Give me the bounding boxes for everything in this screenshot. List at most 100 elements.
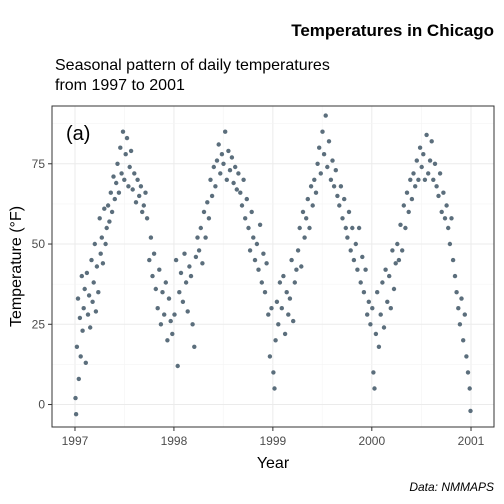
y-axis-ticks: 0 25 50 75: [32, 157, 52, 412]
data-point: [120, 129, 126, 134]
data-point: [274, 299, 280, 304]
data-point: [213, 184, 218, 189]
data-point: [109, 209, 115, 215]
data-point: [88, 325, 93, 330]
data-point: [170, 331, 175, 337]
data-point: [295, 248, 301, 253]
y-tick-label: 50: [32, 237, 46, 251]
data-point: [195, 235, 200, 240]
data-point: [376, 344, 382, 349]
data-point: [178, 270, 184, 276]
data-point: [99, 235, 105, 240]
data-point: [241, 177, 246, 182]
data-point: [223, 129, 228, 134]
data-point: [82, 286, 87, 292]
data-point: [168, 318, 173, 324]
data-point: [348, 248, 353, 253]
data-point: [266, 312, 271, 317]
chart-caption: Data: NMMAPS: [409, 480, 494, 494]
data-point: [375, 290, 380, 295]
x-tick-label: 1997: [62, 434, 89, 448]
data-point: [326, 139, 332, 144]
data-point: [409, 196, 415, 202]
data-point: [267, 354, 273, 359]
y-tick-label: 75: [32, 157, 46, 171]
data-point: [187, 264, 192, 269]
data-point: [115, 161, 120, 166]
data-point: [190, 322, 195, 327]
data-point: [313, 190, 319, 195]
data-point: [468, 408, 473, 414]
grid-layer: [52, 106, 494, 427]
data-point: [335, 193, 340, 199]
data-point: [337, 203, 342, 208]
data-point: [73, 395, 78, 401]
data-point: [345, 235, 350, 240]
data-point: [203, 235, 208, 240]
data-point: [157, 267, 162, 272]
data-point: [214, 158, 220, 163]
data-point: [244, 196, 249, 202]
data-point: [261, 251, 266, 256]
data-point: [102, 206, 107, 211]
data-point: [227, 168, 233, 173]
data-point: [206, 216, 212, 221]
data-point: [262, 290, 268, 295]
data-point: [320, 129, 325, 134]
data-point: [172, 312, 177, 317]
data-point: [92, 241, 98, 247]
y-tick-label: 25: [32, 317, 46, 331]
data-point: [201, 209, 207, 215]
data-point: [273, 338, 278, 343]
data-point: [252, 257, 258, 263]
data-point: [459, 296, 464, 301]
data-point: [74, 344, 80, 349]
data-point: [185, 309, 190, 314]
data-point: [85, 312, 91, 317]
data-point: [76, 376, 82, 382]
data-point: [447, 241, 453, 247]
data-point: [294, 267, 299, 272]
data-point: [436, 193, 441, 199]
data-point: [224, 177, 229, 182]
data-point: [464, 354, 469, 359]
data-point: [219, 152, 225, 157]
data-point: [226, 148, 231, 154]
data-point: [289, 257, 294, 263]
data-point: [75, 296, 81, 301]
data-point: [122, 177, 127, 182]
data-point: [234, 187, 239, 192]
y-axis-label: Temperature (°F): [8, 206, 25, 327]
data-point: [368, 322, 373, 327]
data-point: [238, 190, 243, 195]
data-point: [317, 145, 322, 150]
data-point: [416, 177, 421, 182]
data-point: [299, 264, 304, 269]
data-point: [393, 261, 398, 266]
data-point: [118, 145, 123, 150]
data-point: [340, 216, 345, 221]
data-point: [175, 363, 180, 369]
data-point: [264, 261, 269, 266]
data-point: [462, 312, 467, 317]
data-point: [81, 306, 86, 311]
chart-subtitle-line-2: from 1997 to 2001: [55, 77, 185, 94]
data-point: [461, 338, 466, 343]
data-point: [446, 225, 451, 231]
data-point: [198, 225, 203, 231]
data-point: [276, 322, 281, 327]
data-point: [312, 177, 317, 182]
data-point: [422, 177, 428, 182]
data-point: [385, 299, 390, 304]
data-point: [432, 161, 438, 166]
data-point: [124, 135, 130, 141]
data-point: [426, 171, 431, 176]
data-point: [308, 184, 314, 189]
data-point: [439, 209, 444, 215]
data-point: [182, 251, 187, 256]
chart-subtitle-line-1: Seasonal pattern of daily temperatures: [55, 57, 330, 74]
data-point: [361, 290, 367, 295]
data-point: [177, 290, 182, 295]
data-point: [452, 273, 458, 279]
